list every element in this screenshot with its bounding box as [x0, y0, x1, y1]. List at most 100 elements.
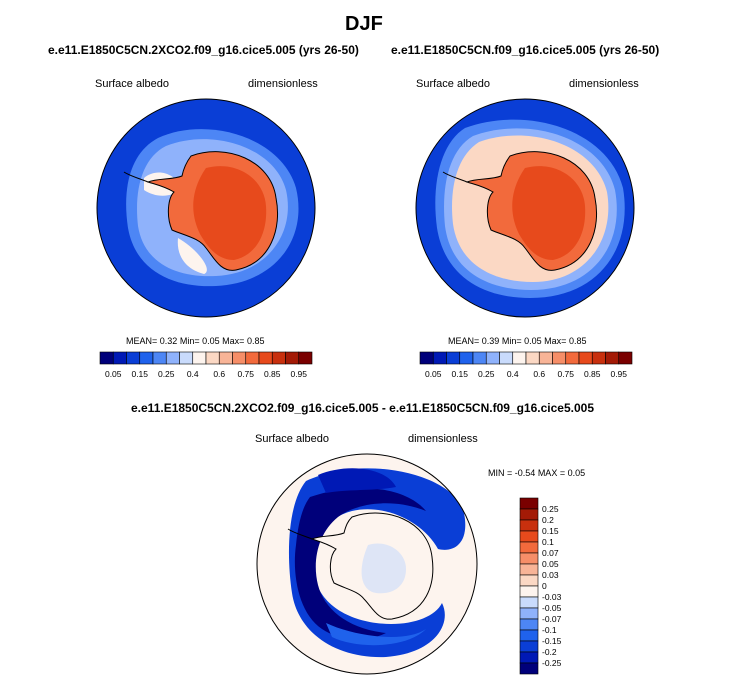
panel2-stats: MEAN= 0.39 Min= 0.05 Max= 0.85 — [448, 336, 586, 346]
panel1-colorbar-tick-label: 0.95 — [290, 369, 307, 379]
panel1-colorbar-swatch — [271, 351, 286, 365]
panel1-map-border — [96, 98, 316, 318]
panel3-colorbar-tick-label: 0.03 — [542, 570, 559, 580]
panel1-map — [96, 98, 316, 318]
panel2-map-border — [415, 98, 635, 318]
panel2-min-value: 0.05 — [524, 336, 542, 346]
panel2-colorbar-swatch — [605, 351, 620, 365]
panel3-colorbar-tick-label: -0.1 — [542, 625, 557, 635]
panel2-mean-value: 0.39 — [481, 336, 500, 346]
panel3-colorbar-tick-label: -0.05 — [542, 603, 562, 613]
panel1-mean-label: MEAN= — [126, 336, 158, 346]
panel2-colorbar-tick-label: 0.05 — [425, 369, 442, 379]
panel1-colorbar-tick-label: 0.6 — [213, 369, 225, 379]
panel1-colorbar-tick-label: 0.4 — [187, 369, 199, 379]
panel3-colorbar-tick-label: -0.07 — [542, 614, 562, 624]
panel3-mid-ring — [326, 623, 426, 646]
panel2-colorbar-swatch — [459, 351, 474, 365]
panel2-colorbar-swatch — [446, 351, 461, 365]
panel1-colorbar-swatch — [205, 351, 220, 365]
panel1-mean-value: 0.32 — [159, 336, 178, 346]
panel3-colorbar-swatch — [519, 552, 539, 565]
panel3-stats: MIN = -0.54 MAX = 0.05 — [488, 468, 585, 478]
panel1-colorbar-tick-label: 0.25 — [158, 369, 175, 379]
panel3-max-value: 0.05 — [567, 468, 586, 478]
panel1-colorbar-swatch — [218, 351, 233, 365]
panel2-colorbar-swatch — [432, 351, 447, 365]
panel2-colorbar-tick-label: 0.25 — [478, 369, 495, 379]
panel3-colorbar-tick-label: 0.15 — [542, 526, 559, 536]
panel2-title: e.e11.E1850C5CN.f09_g16.cice5.005 (yrs 2… — [391, 43, 660, 57]
panel3-colorbar-swatch — [519, 541, 539, 554]
panel1-colorbar-swatch — [139, 351, 154, 365]
panel1-colorbar-tick-label: 0.85 — [264, 369, 281, 379]
panel3-colorbar-swatch — [519, 508, 539, 521]
panel3-colorbar-swatch — [519, 651, 539, 664]
panel2-antarctic-peninsula — [442, 171, 468, 183]
panel2-colorbar-swatch — [565, 351, 580, 365]
panel3-colorbar-swatch — [519, 585, 539, 598]
panel3-units-label: dimensionless — [408, 433, 478, 445]
panel3-colorbar-swatch — [519, 497, 539, 510]
panel3-weddell-deep — [318, 468, 396, 493]
panel1-colorbar-swatch — [179, 351, 194, 365]
panel3-colorbar-swatch — [519, 596, 539, 609]
panel1-units-label: dimensionless — [248, 78, 318, 90]
panel3-colorbar-swatch — [519, 629, 539, 642]
panel2-units-label: dimensionless — [569, 78, 639, 90]
panel2-colorbar-swatch — [485, 351, 500, 365]
panel3-interior-light — [361, 543, 406, 594]
panel2-colorbar-swatch — [512, 351, 527, 365]
panel1-variable-label: Surface albedo — [95, 78, 169, 90]
panel2-colorbar-tick-label: 0.85 — [584, 369, 601, 379]
panel3-colorbar-swatch — [519, 530, 539, 543]
panel3-negative-ring-core — [294, 488, 426, 640]
panel2-colorbar-tick-label: 0.95 — [610, 369, 627, 379]
panel3-colorbar-tick-label: -0.2 — [542, 647, 557, 657]
panel2-colorbar-swatch — [472, 351, 487, 365]
panel1-colorbar-swatch — [298, 351, 313, 365]
panel3-colorbar-tick-label: 0.1 — [542, 537, 554, 547]
panel2-colorbar-swatch — [552, 351, 567, 365]
panel2-colorbar-swatch — [499, 351, 514, 365]
panel3-colorbar-tick-label: -0.25 — [542, 658, 562, 668]
panel3-colorbar: 0.250.20.150.10.070.050.030-0.03-0.05-0.… — [519, 497, 562, 675]
panel1-colorbar-tick-label: 0.05 — [105, 369, 122, 379]
panel2-mean-label: MEAN= — [448, 336, 480, 346]
panel1-min-label: Min= — [179, 336, 200, 346]
panel3-min-label: MIN = — [488, 468, 513, 478]
panel3-colorbar-tick-label: 0.07 — [542, 548, 559, 558]
panel2-colorbar-swatch — [538, 351, 553, 365]
panel2-colorbar-swatch — [618, 351, 633, 365]
panel1-colorbar-swatch — [126, 351, 141, 365]
panel3-max-label: MAX = — [537, 468, 566, 478]
panel3-variable-label: Surface albedo — [255, 433, 329, 445]
panel3-colorbar-tick-label: 0.25 — [542, 504, 559, 514]
panel3-colorbar-swatch — [519, 640, 539, 653]
panel1-colorbar-swatch — [192, 351, 207, 365]
panel3-map-border — [256, 453, 478, 675]
panel3-colorbar-swatch — [519, 662, 539, 675]
panel2-colorbar-swatch — [419, 351, 434, 365]
panel2-colorbar-swatch — [591, 351, 606, 365]
panel2-colorbar-tick-label: 0.15 — [451, 369, 468, 379]
panel3-colorbar-tick-label: 0.2 — [542, 515, 554, 525]
panel3-colorbar-swatch — [519, 618, 539, 631]
panel3-colorbar-swatch — [519, 519, 539, 532]
panel3-colorbar-tick-label: 0 — [542, 581, 547, 591]
panel1-stats: MEAN= 0.32 Min= 0.05 Max= 0.85 — [126, 336, 264, 346]
panel1-antarctic-peninsula — [123, 171, 149, 183]
figure-title: DJF — [345, 13, 383, 35]
panel2-max-label: Max= — [544, 336, 567, 346]
panel2-variable-label: Surface albedo — [416, 78, 490, 90]
panel3-colorbar-swatch — [519, 563, 539, 576]
panel2-colorbar-tick-label: 0.6 — [533, 369, 545, 379]
panel2-colorbar-swatch — [578, 351, 593, 365]
panel1-title: e.e11.E1850C5CN.2XCO2.f09_g16.cice5.005 … — [48, 43, 359, 57]
panel1-colorbar-swatch — [232, 351, 247, 365]
panel1-colorbar-tick-label: 0.15 — [131, 369, 148, 379]
panel1-colorbar-swatch — [112, 351, 127, 365]
panel2-plateau-high — [512, 166, 586, 260]
panel1-colorbar-swatch — [165, 351, 180, 365]
panel1-colorbar-swatch — [152, 351, 167, 365]
